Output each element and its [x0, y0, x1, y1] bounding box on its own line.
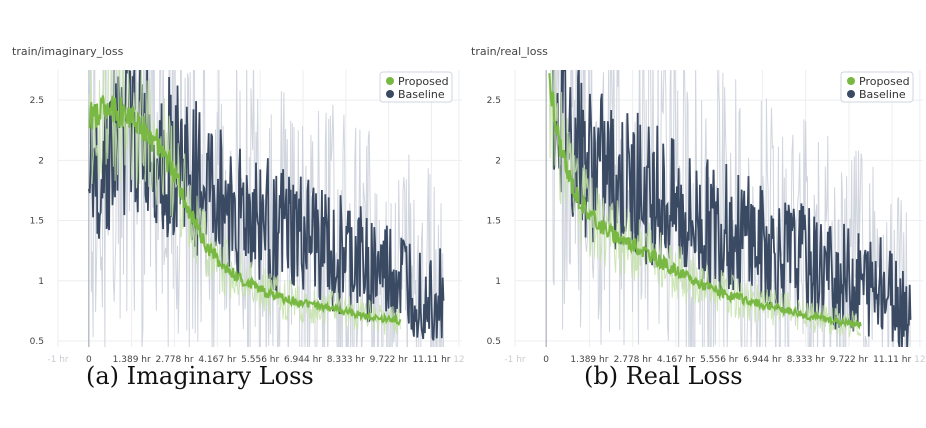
- x-tick-label: 6.944 hr: [284, 355, 322, 365]
- x-tick-label: 4.167 hr: [657, 355, 695, 365]
- x-tick-label: 0: [86, 355, 92, 365]
- y-tick-label: 1: [38, 277, 44, 287]
- y-tick-label: 0.5: [487, 337, 501, 347]
- x-tick-label: 8.333 hr: [327, 355, 365, 365]
- x-tick-label: 1.389 hr: [570, 355, 608, 365]
- real-loss-panel: train/real_loss 0.5 1 1.5 2 2.5 -1 hr 0 1.389 h…: [463, 40, 926, 380]
- imaginary-loss-panel: train/imaginary_loss 0.5 1 1.5 2 2.5 -1 hr 0 1.…: [0, 40, 465, 380]
- proposed-legend-label: Proposed: [859, 75, 910, 88]
- baseline-legend-marker: [386, 90, 394, 98]
- legend-box: [379, 71, 453, 103]
- plot-area: [87, 70, 445, 347]
- y-tick-label: 2: [38, 156, 44, 166]
- chart-title: train/real_loss: [471, 45, 548, 58]
- plot-area: [548, 70, 912, 347]
- proposed-legend-label: Proposed: [398, 75, 449, 88]
- figure-caption-b: (b) Real Loss: [584, 362, 743, 390]
- x-tick-label: 1.389 hr: [113, 355, 151, 365]
- x-tick-label: 8.333 hr: [787, 355, 825, 365]
- x-tick-label: 4.167 hr: [198, 355, 236, 365]
- x-tick-label: 9.722 hr: [830, 355, 868, 365]
- baseline-legend-marker: [847, 90, 855, 98]
- legend-box: [840, 71, 914, 103]
- proposed-series-line: [548, 73, 862, 330]
- baseline-legend-label: Baseline: [859, 88, 906, 101]
- x-tick-label: 12: [453, 355, 464, 365]
- x-tick-label: 11.11 hr: [412, 355, 450, 365]
- y-tick-label: 1: [495, 277, 501, 287]
- proposed-series-line: [88, 95, 402, 327]
- x-tick-label: 12: [914, 355, 925, 365]
- x-tick-label: 0: [543, 355, 549, 365]
- proposed-legend-marker: [386, 77, 394, 85]
- y-tick-label: 1.5: [30, 217, 44, 227]
- x-tick-label: -1 hr: [47, 355, 69, 365]
- y-tick-label: 1.5: [487, 217, 501, 227]
- y-tick-label: 0.5: [30, 337, 44, 347]
- figure-caption-a: (a) Imaginary Loss: [86, 362, 314, 390]
- x-tick-label: 11.11 hr: [873, 355, 911, 365]
- x-tick-label: 5.556 hr: [241, 355, 279, 365]
- x-tick-label: 9.722 hr: [370, 355, 408, 365]
- real-loss-chart: 0.5 1 1.5 2 2.5 -1 hr 0 1.389 hr 2.778 hr 4.167 h…: [487, 70, 926, 365]
- y-tick-label: 2.5: [30, 96, 44, 106]
- imaginary-loss-chart: 0.5 1 1.5 2 2.5 -1 hr 0 1.389 hr 2.778 hr 4.167 h…: [30, 70, 465, 365]
- x-tick-label: -1 hr: [504, 355, 526, 365]
- y-tick-label: 2.5: [487, 96, 501, 106]
- x-tick-label: 2.778 hr: [155, 355, 193, 365]
- y-tick-label: 2: [495, 156, 501, 166]
- baseline-legend-label: Baseline: [398, 88, 445, 101]
- proposed-legend-marker: [847, 77, 855, 85]
- x-tick-label: 5.556 hr: [700, 355, 738, 365]
- baseline-series-line: [87, 70, 445, 341]
- chart-title: train/imaginary_loss: [12, 45, 124, 58]
- x-tick-label: 2.778 hr: [614, 355, 652, 365]
- x-tick-label: 6.944 hr: [743, 355, 781, 365]
